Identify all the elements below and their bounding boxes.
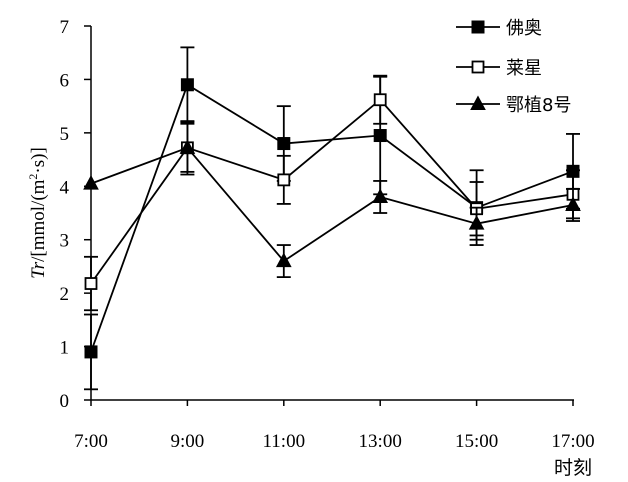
y-axis-label-var: Tr	[28, 261, 49, 279]
x-tick-label: 17:00	[551, 431, 594, 452]
y-axis-label-unit: /[mmol/(m	[28, 179, 49, 262]
data-point	[84, 345, 98, 359]
y-tick-label: 4	[60, 177, 70, 198]
data-point	[373, 93, 387, 107]
y-tick-label: 1	[60, 338, 70, 359]
legend-label: 鄂植8号	[506, 95, 571, 116]
legend-label: 莱星	[506, 58, 542, 79]
x-tick-label: 11:00	[263, 431, 306, 452]
y-tick-label: 6	[60, 70, 70, 91]
x-tick-label: 9:00	[171, 431, 205, 452]
y-tick-label: 0	[60, 391, 70, 412]
x-tick-label: 15:00	[455, 431, 498, 452]
legend-item-0: 佛奥	[456, 18, 542, 39]
y-tick-label: 2	[60, 284, 70, 305]
series-line	[90, 98, 574, 285]
legend-marker	[471, 20, 485, 34]
legend-marker	[470, 95, 486, 110]
x-axis-label: 时刻	[554, 457, 592, 479]
data-point	[84, 277, 98, 290]
y-tick-label: 5	[60, 124, 70, 145]
series-layer	[83, 46, 581, 391]
data-point	[275, 252, 292, 268]
axes: 0 1 2 3 4 5 6 7 7:00 9:00 11:00 13:00 15:00 17:00	[60, 17, 595, 452]
data-point	[83, 175, 99, 190]
legend-item-1: 莱星	[456, 58, 542, 79]
data-point	[277, 137, 291, 151]
series-line	[90, 146, 574, 263]
series-2	[83, 120, 581, 279]
legend-marker	[471, 60, 485, 74]
x-tick-label: 13:00	[359, 431, 402, 452]
legend-label: 佛奥	[506, 18, 542, 39]
data-point	[179, 139, 196, 154]
data-point	[277, 173, 291, 187]
data-point	[180, 78, 194, 92]
data-point	[565, 196, 581, 211]
data-point	[372, 188, 389, 203]
x-tick-label: 7:00	[74, 431, 108, 452]
y-tick-label: 7	[60, 17, 70, 38]
data-point	[373, 129, 387, 143]
y-axis-label-sup: 2	[26, 174, 40, 180]
y-axis-label: Tr/[mmol/(m2·s)]	[26, 147, 49, 279]
data-point	[468, 215, 485, 230]
y-axis-label-unit-end: ·s)]	[28, 147, 49, 173]
legend-item-2: 鄂植8号	[456, 95, 571, 116]
y-tick-label: 3	[60, 231, 70, 252]
